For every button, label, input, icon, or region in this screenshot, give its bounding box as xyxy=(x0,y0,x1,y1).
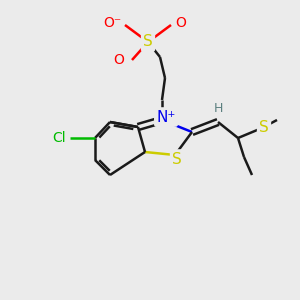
Text: O⁻: O⁻ xyxy=(103,16,121,30)
Text: S: S xyxy=(143,34,153,50)
Text: O: O xyxy=(113,53,124,67)
Text: H: H xyxy=(213,101,223,115)
Text: Cl: Cl xyxy=(52,131,66,145)
Text: N⁺: N⁺ xyxy=(156,110,176,124)
Text: O: O xyxy=(175,16,186,30)
Text: S: S xyxy=(259,121,269,136)
Text: S: S xyxy=(172,152,182,166)
